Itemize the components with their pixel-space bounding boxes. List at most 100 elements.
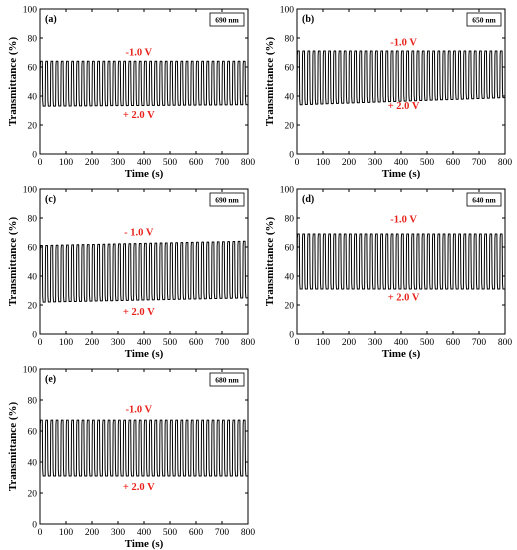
voltage-annotation: -1.0 V (390, 37, 417, 48)
y-tick-label: 20 (28, 301, 38, 311)
x-tick-label: 700 (472, 158, 487, 168)
y-tick-label: 40 (285, 272, 295, 282)
y-tick-label: 60 (28, 63, 38, 73)
panel-label: (c) (45, 194, 56, 205)
transmittance-series-line (39, 60, 248, 107)
x-tick-label: 700 (215, 528, 230, 538)
wavelength-box (209, 12, 245, 27)
y-tick-label: 40 (285, 92, 295, 102)
y-tick-label: 20 (28, 489, 38, 499)
y-tick-label: 20 (28, 121, 38, 131)
voltage-annotation: + 2.0 V (123, 307, 155, 318)
y-tick-label: 40 (28, 458, 38, 468)
wavelength-label: 640 nm (472, 196, 496, 205)
wavelength-label: 680 nm (215, 376, 239, 385)
voltage-annotation: + 2.0 V (388, 101, 420, 112)
x-tick-label: 200 (342, 338, 357, 348)
y-tick-label: 0 (289, 330, 294, 340)
y-tick-label: 60 (28, 427, 38, 437)
y-tick-label: 80 (28, 396, 38, 406)
x-tick-label: 500 (163, 528, 178, 538)
x-tick-label: 400 (137, 158, 152, 168)
y-tick-label: 100 (23, 5, 38, 15)
y-tick-label: 20 (285, 301, 295, 311)
x-tick-label: 500 (420, 338, 435, 348)
x-tick-label: 500 (420, 158, 435, 168)
y-tick-label: 100 (280, 5, 295, 15)
x-tick-label: 800 (241, 158, 256, 168)
x-tick-label: 300 (111, 338, 126, 348)
y-tick-label: 60 (28, 243, 38, 253)
y-tick-label: 100 (280, 185, 295, 195)
y-tick-label: 40 (28, 92, 38, 102)
x-tick-label: 300 (368, 158, 383, 168)
panel-label: (a) (45, 14, 57, 25)
x-tick-label: 800 (241, 338, 256, 348)
x-tick-label: 0 (38, 158, 43, 168)
wavelength-box (466, 192, 502, 207)
x-tick-label: 0 (295, 338, 300, 348)
voltage-annotation: - 1.0 V (124, 227, 154, 238)
x-tick-label: 400 (137, 338, 152, 348)
y-tick-label: 80 (28, 34, 38, 44)
x-tick-label: 100 (316, 338, 331, 348)
y-tick-label: 100 (23, 365, 38, 375)
chart-panel-a: 0 100 200 300 400 500 600 700 800 0 20 40 60 80 100 Tim… (7, 5, 255, 180)
x-tick-label: 600 (189, 338, 204, 348)
x-tick-label: 300 (111, 158, 126, 168)
y-tick-label: 0 (289, 150, 294, 160)
y-tick-label: 60 (285, 243, 295, 253)
y-axis-title: Transmittance (%) (7, 37, 19, 127)
x-tick-label: 200 (85, 528, 100, 538)
wavelength-label: 690 nm (215, 16, 239, 25)
x-tick-label: 400 (394, 338, 409, 348)
x-tick-label: 400 (394, 158, 409, 168)
x-tick-label: 100 (316, 158, 331, 168)
voltage-annotation: + 2.0 V (388, 293, 420, 304)
y-tick-label: 40 (28, 272, 38, 282)
y-axis-title: Transmittance (%) (264, 37, 276, 127)
transmittance-series-line (296, 233, 505, 290)
x-tick-label: 200 (85, 338, 100, 348)
x-tick-label: 600 (446, 338, 461, 348)
chart-panel-c: 0 100 200 300 400 500 600 700 800 0 20 40 60 80 100 Tim… (7, 185, 255, 360)
x-tick-label: 100 (59, 528, 74, 538)
transmittance-series-line (296, 50, 505, 106)
chart-panel-d: 0 100 200 300 400 500 600 700 800 0 20 40 60 80 100 Tim… (264, 185, 512, 360)
x-tick-label: 500 (163, 158, 178, 168)
x-tick-label: 500 (163, 338, 178, 348)
panel-label: (b) (302, 14, 314, 25)
x-tick-label: 800 (241, 528, 256, 538)
wavelength-box (209, 192, 245, 207)
x-tick-label: 600 (189, 158, 204, 168)
wavelength-box (209, 372, 245, 387)
x-tick-label: 600 (446, 158, 461, 168)
voltage-annotation: -1.0 V (125, 47, 152, 58)
y-axis-title: Transmittance (%) (264, 217, 276, 307)
x-tick-label: 700 (215, 338, 230, 348)
y-axis-title: Transmittance (%) (7, 402, 19, 492)
chart-panel-b: 0 100 200 300 400 500 600 700 800 0 20 40 60 80 100 Tim… (264, 5, 512, 180)
voltage-annotation: -1.0 V (125, 404, 152, 415)
x-axis-title: Time (s) (382, 168, 421, 180)
panel-label: (d) (302, 194, 314, 205)
x-tick-label: 400 (137, 528, 152, 538)
x-axis-title: Time (s) (382, 348, 421, 360)
panel-label: (e) (45, 374, 56, 385)
x-tick-label: 600 (189, 528, 204, 538)
x-axis-title: Time (s) (125, 168, 164, 180)
y-tick-label: 0 (32, 330, 37, 340)
x-axis-title: Time (s) (125, 348, 164, 360)
x-tick-label: 0 (38, 338, 43, 348)
wavelength-label: 690 nm (215, 196, 239, 205)
voltage-annotation: -1.0 V (390, 214, 417, 225)
y-tick-label: 80 (28, 214, 38, 224)
x-tick-label: 0 (38, 528, 43, 538)
voltage-annotation: + 2.0 V (123, 482, 155, 493)
x-tick-label: 700 (215, 158, 230, 168)
y-tick-label: 80 (285, 34, 295, 44)
y-tick-label: 60 (285, 63, 295, 73)
x-axis-title: Time (s) (125, 538, 164, 550)
wavelength-box (466, 12, 502, 27)
